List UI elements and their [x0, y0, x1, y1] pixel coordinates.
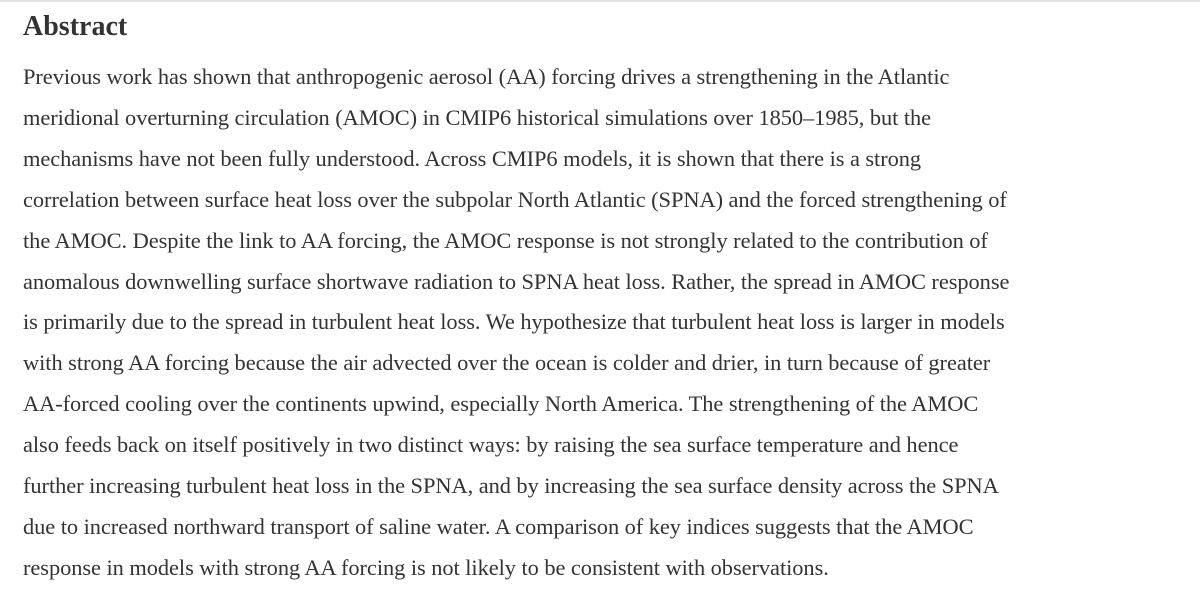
abstract-body: Previous work has shown that anthropogen… [23, 57, 1195, 589]
abstract-line-3: mechanisms have not been fully understoo… [23, 145, 922, 171]
abstract-line-8: with strong AA forcing because the air a… [23, 350, 991, 376]
abstract-line-13: response in models with strong AA forcin… [23, 554, 829, 580]
top-divider [0, 0, 1200, 2]
abstract-line-9: AA-forced cooling over the continents up… [23, 391, 979, 417]
abstract-heading: Abstract [23, 11, 128, 42]
abstract-line-1: Previous work has shown that anthropogen… [23, 64, 950, 89]
abstract-line-10: also feeds back on itself positively in … [23, 432, 959, 458]
abstract-line-2: meridional overturning circulation (AMOC… [23, 104, 932, 130]
abstract-line-12: due to increased northward transport of … [23, 513, 974, 539]
abstract-line-6: anomalous downwelling surface shortwave … [23, 268, 1010, 294]
abstract-line-7: is primarily due to the spread in turbul… [23, 309, 1005, 335]
abstract-line-4: correlation between surface heat loss ov… [23, 186, 1007, 212]
abstract-section: Abstract Previous work has shown that an… [23, 6, 1195, 589]
abstract-line-11: further increasing turbulent heat loss i… [23, 473, 999, 499]
abstract-line-5: the AMOC. Despite the link to AA forcing… [23, 227, 988, 253]
